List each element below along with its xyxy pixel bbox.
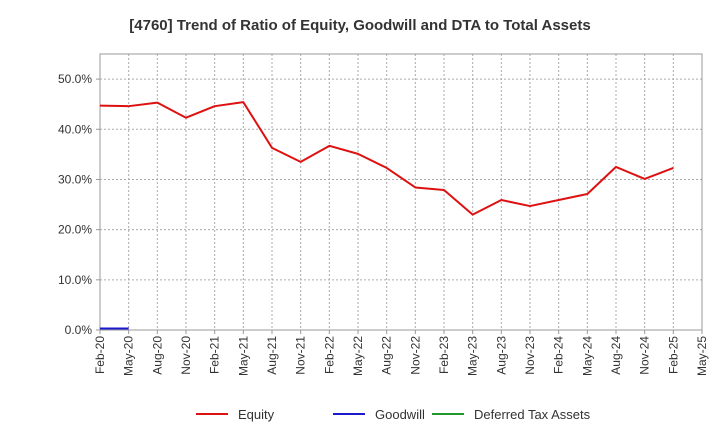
x-tick-label: Nov-24 [638, 336, 652, 375]
x-tick-label: May-23 [466, 336, 480, 376]
x-tick-label: May-22 [351, 336, 365, 376]
x-tick-label: Nov-22 [408, 336, 422, 375]
legend: Equity Goodwill Deferred Tax Assets [196, 407, 591, 422]
x-tick-label: Aug-22 [380, 336, 394, 375]
chart-title: [4760] Trend of Ratio of Equity, Goodwil… [129, 17, 590, 34]
series-layer [99, 101, 674, 330]
x-tick-label: Feb-20 [93, 336, 107, 374]
x-tick-label: Aug-21 [265, 336, 279, 375]
x-tick-label: Aug-24 [609, 336, 623, 375]
legend-label: Equity [238, 407, 275, 422]
x-axis: Feb-20 May-20 Aug-20 Nov-20 Feb-21 May-21 Aug-… [93, 330, 709, 376]
y-tick-label: 30.0% [58, 172, 92, 186]
x-tick-label: Feb-24 [552, 336, 566, 374]
plot-frame [99, 53, 703, 331]
x-tick-label: Nov-20 [179, 336, 193, 375]
grid [100, 54, 702, 330]
y-tick-label: 50.0% [58, 72, 92, 86]
legend-label: Goodwill [375, 407, 425, 422]
y-tick-label: 10.0% [58, 273, 92, 287]
y-tick-label: 20.0% [58, 223, 92, 237]
x-tick-label: Feb-22 [322, 336, 336, 374]
x-tick-label: Nov-23 [523, 336, 537, 375]
x-tick-label: Feb-25 [666, 336, 680, 374]
series-line-equity [99, 101, 674, 216]
y-axis: 0.0% 10.0% 20.0% 30.0% 40.0% 50.0% [58, 72, 100, 337]
x-tick-label: Nov-21 [294, 336, 308, 375]
x-tick-label: May-24 [580, 336, 594, 376]
legend-label: Deferred Tax Assets [474, 407, 591, 422]
x-tick-label: May-21 [236, 336, 250, 376]
x-tick-label: May-25 [695, 336, 709, 376]
x-tick-label: Feb-23 [437, 336, 451, 374]
y-tick-label: 0.0% [65, 323, 93, 337]
x-tick-label: May-20 [122, 336, 136, 376]
x-tick-label: Aug-23 [494, 336, 508, 375]
x-tick-label: Aug-20 [150, 336, 164, 375]
y-tick-label: 40.0% [58, 122, 92, 136]
x-tick-label: Feb-21 [208, 336, 222, 374]
